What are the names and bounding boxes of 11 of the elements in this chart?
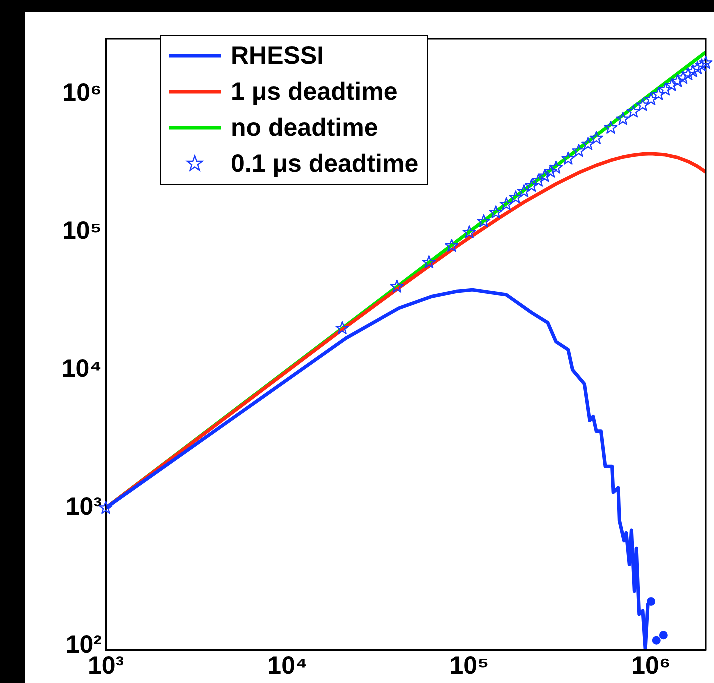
y-tick-label: 10³ — [66, 493, 102, 522]
legend-label: RHESSI — [231, 42, 324, 70]
legend-label: no deadtime — [231, 114, 378, 142]
y-tick-label: 10⁵ — [62, 216, 102, 245]
y-tick-label: 10⁴ — [62, 355, 102, 384]
y-tick-label: 10⁶ — [62, 78, 102, 107]
legend-label: 1 μs deadtime — [231, 78, 398, 106]
x-tick-label: 10⁵ — [450, 652, 490, 680]
legend-label: 0.1 μs deadtime — [231, 150, 419, 178]
x-tick-label: 10⁶ — [632, 652, 671, 680]
x-tick-label: 10⁴ — [268, 652, 308, 680]
